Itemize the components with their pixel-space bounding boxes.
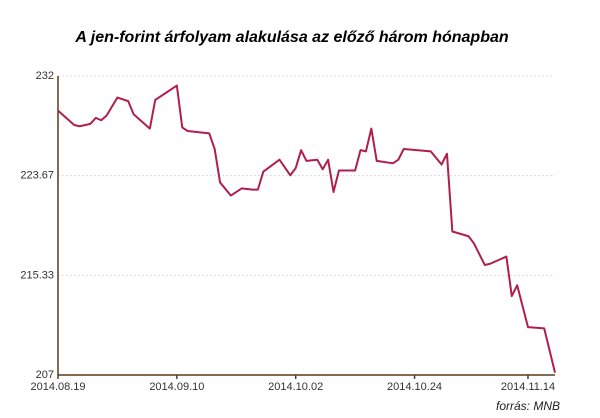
source: forrás: MNB bbox=[496, 399, 560, 413]
line-series bbox=[57, 84, 556, 373]
x-tick-label: 2014.11.14 bbox=[501, 381, 555, 393]
x-tick-label: 2014.08.19 bbox=[30, 381, 85, 393]
x-tick-label: 2014.10.24 bbox=[387, 381, 442, 393]
x-tick-label: 2014.09.10 bbox=[149, 381, 204, 393]
y-tick-label: 207 bbox=[36, 369, 54, 381]
x-tick-label: 2014.10.02 bbox=[268, 381, 323, 393]
chart-title: A jen-forint árfolyam alakulása az előző… bbox=[74, 29, 509, 46]
y-tick-label: 223.67 bbox=[20, 170, 54, 182]
y-tick-label: 215.33 bbox=[20, 269, 54, 281]
y-tick-label: 232 bbox=[36, 70, 54, 82]
